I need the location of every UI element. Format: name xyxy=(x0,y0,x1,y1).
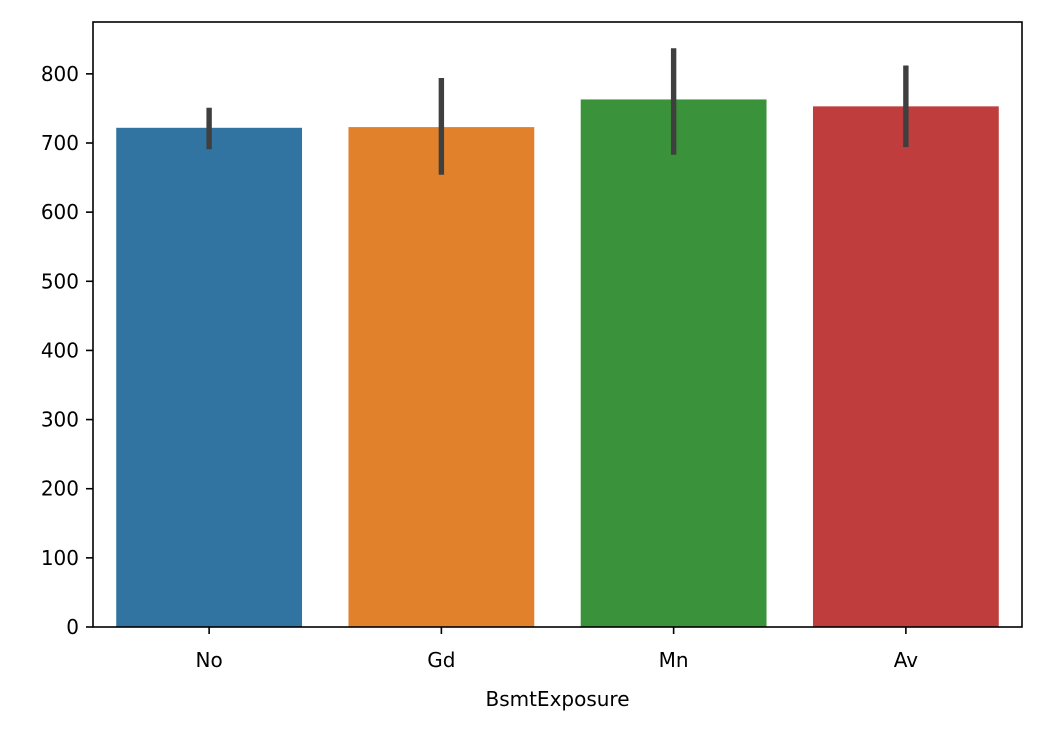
x-tick-label-av: Av xyxy=(894,648,919,672)
y-tick-label-100: 100 xyxy=(41,546,79,570)
x-tick-label-mn: Mn xyxy=(659,648,689,672)
plot-frame xyxy=(92,21,1023,628)
x-axis: No Gd Mn Av xyxy=(196,627,919,672)
y-tick-label-700: 700 xyxy=(41,131,79,155)
x-tick-label-gd: Gd xyxy=(427,648,455,672)
y-tick-label-300: 300 xyxy=(41,408,79,432)
x-axis-label: BsmtExposure xyxy=(485,687,629,711)
y-tick-label-800: 800 xyxy=(41,62,79,86)
bar-gd xyxy=(348,127,535,628)
y-tick-label-500: 500 xyxy=(41,269,79,293)
y-tick-label-600: 600 xyxy=(41,200,79,224)
y-axis: 0 100 200 300 400 500 600 700 800 xyxy=(41,62,93,639)
x-tick-label-no: No xyxy=(196,648,223,672)
y-tick-label-0: 0 xyxy=(66,615,79,639)
bars-layer xyxy=(116,99,999,628)
error-bars-layer xyxy=(206,48,909,175)
y-tick-label-400: 400 xyxy=(41,338,79,362)
y-tick-label-200: 200 xyxy=(41,477,79,501)
bar-no xyxy=(116,127,303,627)
bar-av xyxy=(812,106,999,627)
bar-mn xyxy=(580,99,767,627)
